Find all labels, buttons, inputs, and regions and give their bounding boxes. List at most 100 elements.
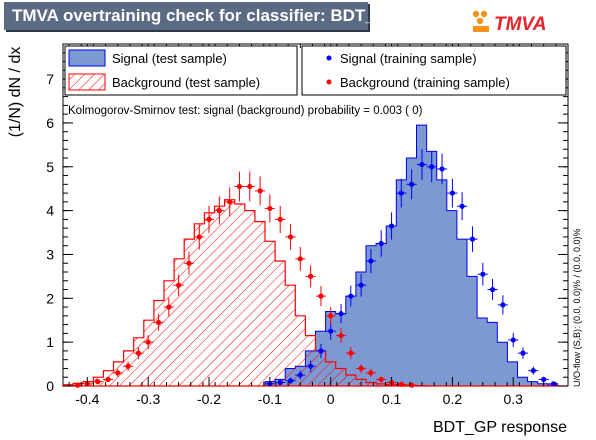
background-train-point — [267, 205, 273, 212]
x-tick-label: 0.3 — [504, 391, 524, 407]
signal-train-point — [500, 302, 506, 308]
y-axis-label: (1/N) dN / dx — [7, 47, 24, 138]
y-tick-label: 3 — [46, 246, 54, 262]
signal-train-point — [297, 372, 303, 378]
logo-dot-2 — [480, 10, 488, 18]
logo-dot-3 — [476, 17, 484, 25]
x-tick-label: -0.1 — [258, 391, 282, 407]
background-train-point — [196, 234, 202, 240]
signal-train-point — [287, 378, 294, 384]
signal-train-point — [388, 223, 395, 229]
y-tick-label: 2 — [46, 290, 54, 306]
y-tick-label: 6 — [46, 115, 54, 131]
background-train-point — [308, 273, 314, 279]
x-tick-label: 0.2 — [443, 391, 463, 407]
background-train-point — [358, 365, 364, 372]
background-train-point — [378, 376, 384, 383]
background-train-point — [338, 332, 344, 339]
signal-train-point — [489, 286, 496, 293]
background-train-point — [247, 183, 253, 190]
x-tick-label: -0.4 — [75, 391, 99, 407]
background-train-point — [105, 376, 111, 383]
background-train-point — [166, 304, 172, 310]
x-tick-label: -0.3 — [136, 391, 160, 407]
signal-train-point — [277, 379, 283, 386]
signal-train-point — [328, 328, 334, 334]
background-train-point — [398, 381, 404, 387]
signal-train-point — [338, 311, 344, 317]
background-train-point — [75, 382, 81, 388]
background-train-point — [368, 370, 374, 376]
signal-train-point — [409, 181, 415, 187]
legend-training-box — [301, 45, 567, 96]
y-tick-label: 0 — [46, 378, 54, 394]
signal-train-point — [520, 350, 526, 356]
background-test-bars — [62, 199, 568, 387]
signal-train-point — [480, 271, 486, 277]
x-tick-label: -0.2 — [197, 391, 221, 407]
background-train-point — [206, 216, 212, 222]
background-test-histogram — [62, 199, 568, 387]
background-train-point — [409, 382, 415, 388]
background-train-point — [135, 350, 142, 356]
legend-signal-test-label: Signal (test sample) — [112, 51, 227, 66]
title-bar: TMVA overtraining check for classifier: … — [4, 2, 399, 30]
background-train-point — [318, 293, 324, 299]
x-tick-label: 0 — [327, 391, 335, 407]
legend-background-train-marker — [326, 79, 332, 85]
background-train-point — [176, 282, 182, 288]
signal-train-point — [378, 240, 384, 247]
signal-train-point — [439, 166, 445, 172]
x-axis-label: BDT_GP response — [433, 419, 567, 436]
y-tick-label: 5 — [46, 159, 54, 175]
background-train-point — [186, 260, 192, 266]
signal-train-point — [368, 258, 374, 264]
background-train-point — [297, 256, 303, 262]
signal-train-point — [510, 337, 516, 343]
background-training-points — [72, 171, 417, 388]
ks-test-text: Kolmogorov-Smirnov test: signal (backgro… — [68, 105, 423, 117]
signal-train-point — [459, 203, 465, 209]
legend-background-test-label: Background (test sample) — [112, 75, 260, 90]
background-train-point — [328, 313, 334, 319]
legend-signal-test-swatch — [68, 49, 106, 67]
axes: -0.4 -0.3 -0.2 -0.1 0 0.1 0.2 0.3 0 1 2 3 4 5 6 7 — [46, 44, 568, 407]
signal-train-point — [308, 363, 314, 369]
background-train-point — [236, 183, 243, 190]
logo-dot-1 — [472, 10, 480, 18]
signal-train-point — [318, 348, 324, 354]
legend-signal-train-label: Signal (training sample) — [340, 51, 477, 66]
signal-training-points — [264, 149, 559, 387]
background-train-point — [216, 208, 222, 214]
signal-train-point — [429, 164, 435, 170]
legend-background-test-swatch — [68, 73, 106, 91]
tmva-logo: TMVA — [472, 10, 546, 35]
signal-train-point — [469, 236, 476, 242]
signal-train-point — [398, 190, 404, 196]
signal-train-point — [419, 161, 425, 168]
background-train-point — [287, 234, 294, 240]
signal-train-point — [550, 381, 556, 387]
signal-train-point — [358, 282, 364, 288]
background-train-point — [348, 350, 354, 356]
background-train-point — [155, 319, 162, 326]
y-tick-label: 4 — [46, 203, 54, 219]
logo-text: TMVA — [494, 14, 546, 35]
background-train-point — [227, 199, 233, 205]
background-train-point — [115, 370, 121, 376]
y-tick-label: 1 — [46, 334, 54, 350]
background-train-point — [145, 339, 151, 345]
y-tick-label: 7 — [46, 71, 54, 87]
background-train-point — [125, 363, 131, 369]
overflow-note: U/O-flow (S,B): (0.0, 0.0)% / (0.0, 0.0)… — [572, 228, 582, 387]
background-train-point — [257, 188, 263, 194]
signal-train-point — [348, 293, 354, 299]
signal-train-point — [530, 368, 536, 374]
background-train-point — [277, 216, 283, 222]
background-train-point — [95, 379, 101, 385]
signal-train-point — [449, 190, 455, 196]
legend-signal-train-marker — [326, 55, 332, 61]
legend: Signal (test sample) Background (test sa… — [64, 45, 567, 96]
